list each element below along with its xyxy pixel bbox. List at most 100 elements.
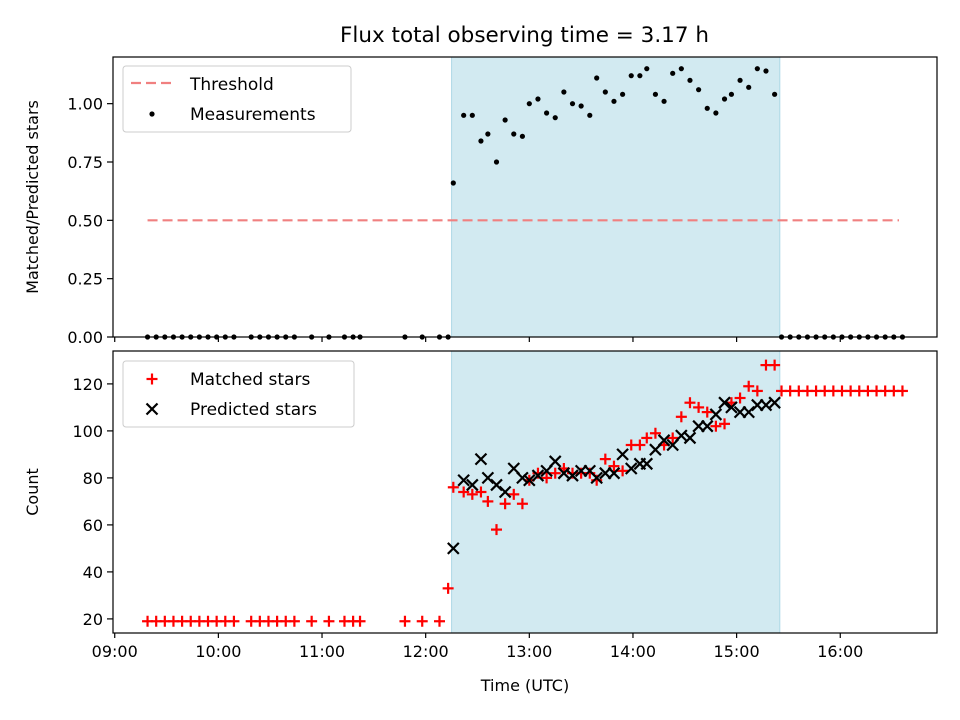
- figure-title: Flux total observing time = 3.17 h: [340, 23, 709, 48]
- top-panel: 0.00 0.25 0.50 0.75 1.00 Matched/Predicted s…: [23, 56, 938, 347]
- measurement-point: [754, 66, 760, 72]
- top-plot-frame: [112, 56, 938, 338]
- predicted-star-point: [657, 434, 671, 447]
- legend-matched-label: Matched stars: [190, 370, 310, 390]
- y-tick-label: 100: [72, 422, 103, 441]
- predicted-star-point: [531, 469, 545, 482]
- measurement-point: [728, 91, 735, 97]
- predicted-star-point: [640, 457, 654, 471]
- measurement-point: [611, 98, 617, 104]
- top-y-axis-label: Matched/Predicted stars: [23, 100, 42, 294]
- matched-star-point: [743, 380, 755, 392]
- predicted-star-point: [607, 466, 621, 480]
- legend-measurements-swatch: [149, 111, 155, 117]
- predicted-star-point: [566, 469, 579, 482]
- x-tick-label: 09:00: [92, 642, 138, 661]
- predicted-star-point: [523, 473, 536, 487]
- predicted-star-point: [624, 462, 638, 475]
- matched-star-point: [701, 406, 713, 418]
- measurement-point: [687, 77, 693, 83]
- matched-star-point: [228, 615, 240, 627]
- predicted-star-point: [742, 405, 755, 419]
- matched-star-point: [306, 615, 318, 627]
- bottom-panel: 09:00 10:00 11:00 12:00 13:00 14:00 15:00 16:00…: [23, 350, 938, 695]
- measurement-point: [620, 91, 626, 97]
- measurement-point: [535, 96, 541, 102]
- matched-star-point: [442, 582, 454, 594]
- measurement-point: [704, 105, 710, 111]
- matched-star-point: [499, 498, 511, 510]
- measurement-point: [478, 138, 484, 144]
- measurement-point: [737, 77, 743, 83]
- measurement-point: [746, 84, 752, 90]
- matched-star-point: [508, 488, 520, 500]
- matched-star-point: [667, 432, 679, 444]
- bottom-y-axis-label: Count: [23, 468, 42, 516]
- matched-star-point: [769, 359, 781, 371]
- measurement-point: [578, 103, 584, 109]
- bottom-y-ticks: 20 40 60 80 100 120: [72, 375, 113, 629]
- y-tick-label: 40: [83, 563, 103, 582]
- predicted-star-point: [548, 455, 562, 468]
- y-tick-label: 0.00: [67, 328, 103, 347]
- matched-star-point: [641, 432, 653, 444]
- matched-star-point: [693, 401, 705, 413]
- predicted-star-point: [590, 471, 603, 485]
- matched-star-point: [599, 453, 611, 465]
- x-tick-label: 15:00: [714, 642, 760, 661]
- measurement-point: [461, 112, 467, 118]
- matched-star-point: [458, 486, 470, 498]
- matched-star-point: [475, 486, 487, 498]
- measurement-point: [721, 96, 728, 102]
- matched-star-point: [751, 385, 763, 397]
- predicted-star-point: [490, 478, 503, 492]
- matched-star-point: [466, 488, 478, 500]
- measurement-point: [569, 101, 576, 107]
- predicted-star-point: [516, 471, 529, 485]
- measurement-point: [602, 89, 608, 95]
- y-tick-label: 0.50: [67, 211, 103, 230]
- predicted-star-point: [481, 471, 495, 485]
- y-tick-label: 0.25: [67, 270, 103, 289]
- top-legend: Threshold Measurements: [122, 65, 352, 133]
- matched-star-point: [617, 465, 629, 477]
- bottom-legend-box: [122, 360, 355, 428]
- matched-star-point: [734, 392, 746, 404]
- matched-star-point: [482, 495, 494, 507]
- measurement-point: [678, 66, 684, 72]
- legend-measurements-label: Measurements: [190, 105, 316, 125]
- legend-threshold-label: Threshold: [189, 75, 274, 95]
- matched-star-point: [399, 615, 411, 627]
- measurement-point: [637, 73, 643, 79]
- x-tick-label: 10:00: [195, 642, 241, 661]
- bottom-legend: Matched stars Predicted stars: [122, 360, 355, 428]
- measurement-point: [552, 115, 558, 121]
- x-tick-label: 11:00: [299, 642, 345, 661]
- matched-star-point: [719, 418, 731, 430]
- bottom-plot-frame: [112, 350, 938, 634]
- matched-star-point: [675, 411, 687, 423]
- predicted-star-point: [718, 396, 731, 409]
- measurement-point: [713, 110, 719, 116]
- bottom-x-ticks: 09:00 10:00 11:00 12:00 13:00 14:00 15:00 16:00: [92, 633, 863, 661]
- measurement-point: [561, 89, 567, 95]
- y-tick-label: 120: [72, 375, 103, 394]
- measurement-point: [696, 87, 702, 93]
- predicted-star-point: [725, 401, 738, 414]
- measurement-point: [594, 75, 600, 81]
- measurement-point: [670, 70, 676, 76]
- x-tick-label: 14:00: [610, 642, 656, 661]
- measurement-point: [652, 91, 659, 97]
- y-tick-label: 60: [83, 516, 103, 535]
- x-tick-label: 12:00: [403, 642, 449, 661]
- measurement-point: [628, 73, 634, 79]
- matched-star-point: [447, 481, 459, 493]
- y-tick-label: 20: [83, 610, 103, 629]
- x-tick-label: 13:00: [506, 642, 552, 661]
- matched-star-point: [490, 524, 502, 536]
- matched-star-point: [549, 467, 561, 479]
- matched-star-point: [649, 427, 661, 439]
- measurement-point: [450, 180, 456, 186]
- measurement-point: [519, 133, 526, 139]
